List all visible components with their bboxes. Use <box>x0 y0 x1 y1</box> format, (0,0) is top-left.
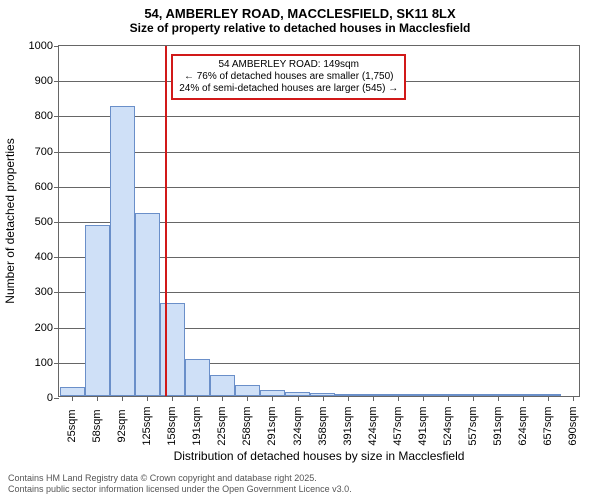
x-tick <box>298 396 299 401</box>
histogram-bar <box>210 375 235 396</box>
attribution-line2: Contains public sector information licen… <box>8 484 352 496</box>
x-tick <box>172 396 173 401</box>
y-tick-label: 900 <box>35 75 53 87</box>
y-tick <box>54 257 59 258</box>
x-tick <box>373 396 374 401</box>
x-tick <box>222 396 223 401</box>
grid-line <box>59 187 579 188</box>
x-tick-label: 25sqm <box>66 409 78 442</box>
x-tick <box>323 396 324 401</box>
y-tick-label: 800 <box>35 110 53 122</box>
y-tick <box>54 81 59 82</box>
x-tick <box>448 396 449 401</box>
x-tick-label: 557sqm <box>467 406 479 445</box>
histogram-bar <box>185 359 210 396</box>
y-tick-label: 300 <box>35 286 53 298</box>
x-tick-label: 191sqm <box>191 406 203 445</box>
y-tick <box>54 222 59 223</box>
histogram-bar <box>160 303 185 396</box>
y-tick-label: 0 <box>47 392 53 404</box>
y-tick-label: 400 <box>35 251 53 263</box>
y-tick-label: 1000 <box>29 40 53 52</box>
y-tick <box>54 116 59 117</box>
y-tick <box>54 46 59 47</box>
attribution: Contains HM Land Registry data © Crown c… <box>8 473 352 496</box>
x-axis-label: Distribution of detached houses by size … <box>174 449 465 463</box>
x-tick-label: 657sqm <box>542 406 554 445</box>
x-tick-label: 258sqm <box>241 406 253 445</box>
x-tick <box>573 396 574 401</box>
y-tick <box>54 398 59 399</box>
y-axis-label: Number of detached properties <box>3 138 17 303</box>
y-tick <box>54 292 59 293</box>
histogram-bar <box>85 225 110 396</box>
x-tick <box>147 396 148 401</box>
x-tick <box>473 396 474 401</box>
x-tick <box>398 396 399 401</box>
x-tick-label: 524sqm <box>442 406 454 445</box>
y-tick-label: 700 <box>35 146 53 158</box>
chart-title: 54, AMBERLEY ROAD, MACCLESFIELD, SK11 8L… <box>0 0 600 21</box>
annotation-line3: 24% of semi-detached houses are larger (… <box>179 83 398 95</box>
plot-area: 0100200300400500600700800900100025sqm58s… <box>58 45 580 397</box>
annotation-line1: 54 AMBERLEY ROAD: 149sqm <box>179 59 398 71</box>
x-tick <box>247 396 248 401</box>
x-tick-label: 324sqm <box>292 406 304 445</box>
x-tick <box>72 396 73 401</box>
histogram-bar <box>110 106 135 396</box>
y-tick <box>54 187 59 188</box>
y-tick <box>54 152 59 153</box>
histogram-bar <box>235 385 260 396</box>
x-tick <box>348 396 349 401</box>
x-tick-label: 358sqm <box>317 406 329 445</box>
annotation-line2: ← 76% of detached houses are smaller (1,… <box>179 71 398 83</box>
x-tick-label: 125sqm <box>141 406 153 445</box>
chart-container: 54, AMBERLEY ROAD, MACCLESFIELD, SK11 8L… <box>0 0 600 500</box>
x-tick-label: 391sqm <box>342 406 354 445</box>
y-tick-label: 500 <box>35 216 53 228</box>
x-tick-label: 424sqm <box>367 406 379 445</box>
x-tick-label: 690sqm <box>567 406 579 445</box>
y-tick <box>54 328 59 329</box>
x-tick-label: 457sqm <box>392 406 404 445</box>
x-tick-label: 591sqm <box>492 406 504 445</box>
x-tick <box>272 396 273 401</box>
x-tick <box>523 396 524 401</box>
y-tick-label: 600 <box>35 181 53 193</box>
x-tick <box>498 396 499 401</box>
annotation-box: 54 AMBERLEY ROAD: 149sqm← 76% of detache… <box>171 54 406 100</box>
x-tick <box>548 396 549 401</box>
x-tick-label: 92sqm <box>116 409 128 442</box>
y-tick-label: 100 <box>35 357 53 369</box>
x-tick <box>122 396 123 401</box>
x-tick-label: 491sqm <box>417 406 429 445</box>
x-tick-label: 225sqm <box>216 406 228 445</box>
y-tick <box>54 363 59 364</box>
x-tick <box>197 396 198 401</box>
grid-line <box>59 116 579 117</box>
histogram-bar <box>60 387 85 396</box>
x-tick <box>97 396 98 401</box>
histogram-bar <box>135 213 160 396</box>
y-tick-label: 200 <box>35 322 53 334</box>
x-tick-label: 624sqm <box>517 406 529 445</box>
x-tick-label: 158sqm <box>166 406 178 445</box>
x-tick <box>423 396 424 401</box>
grid-line <box>59 152 579 153</box>
chart-subtitle: Size of property relative to detached ho… <box>0 21 600 35</box>
x-tick-label: 291sqm <box>266 406 278 445</box>
x-tick-label: 58sqm <box>91 409 103 442</box>
attribution-line1: Contains HM Land Registry data © Crown c… <box>8 473 352 485</box>
property-marker-line <box>165 46 167 396</box>
